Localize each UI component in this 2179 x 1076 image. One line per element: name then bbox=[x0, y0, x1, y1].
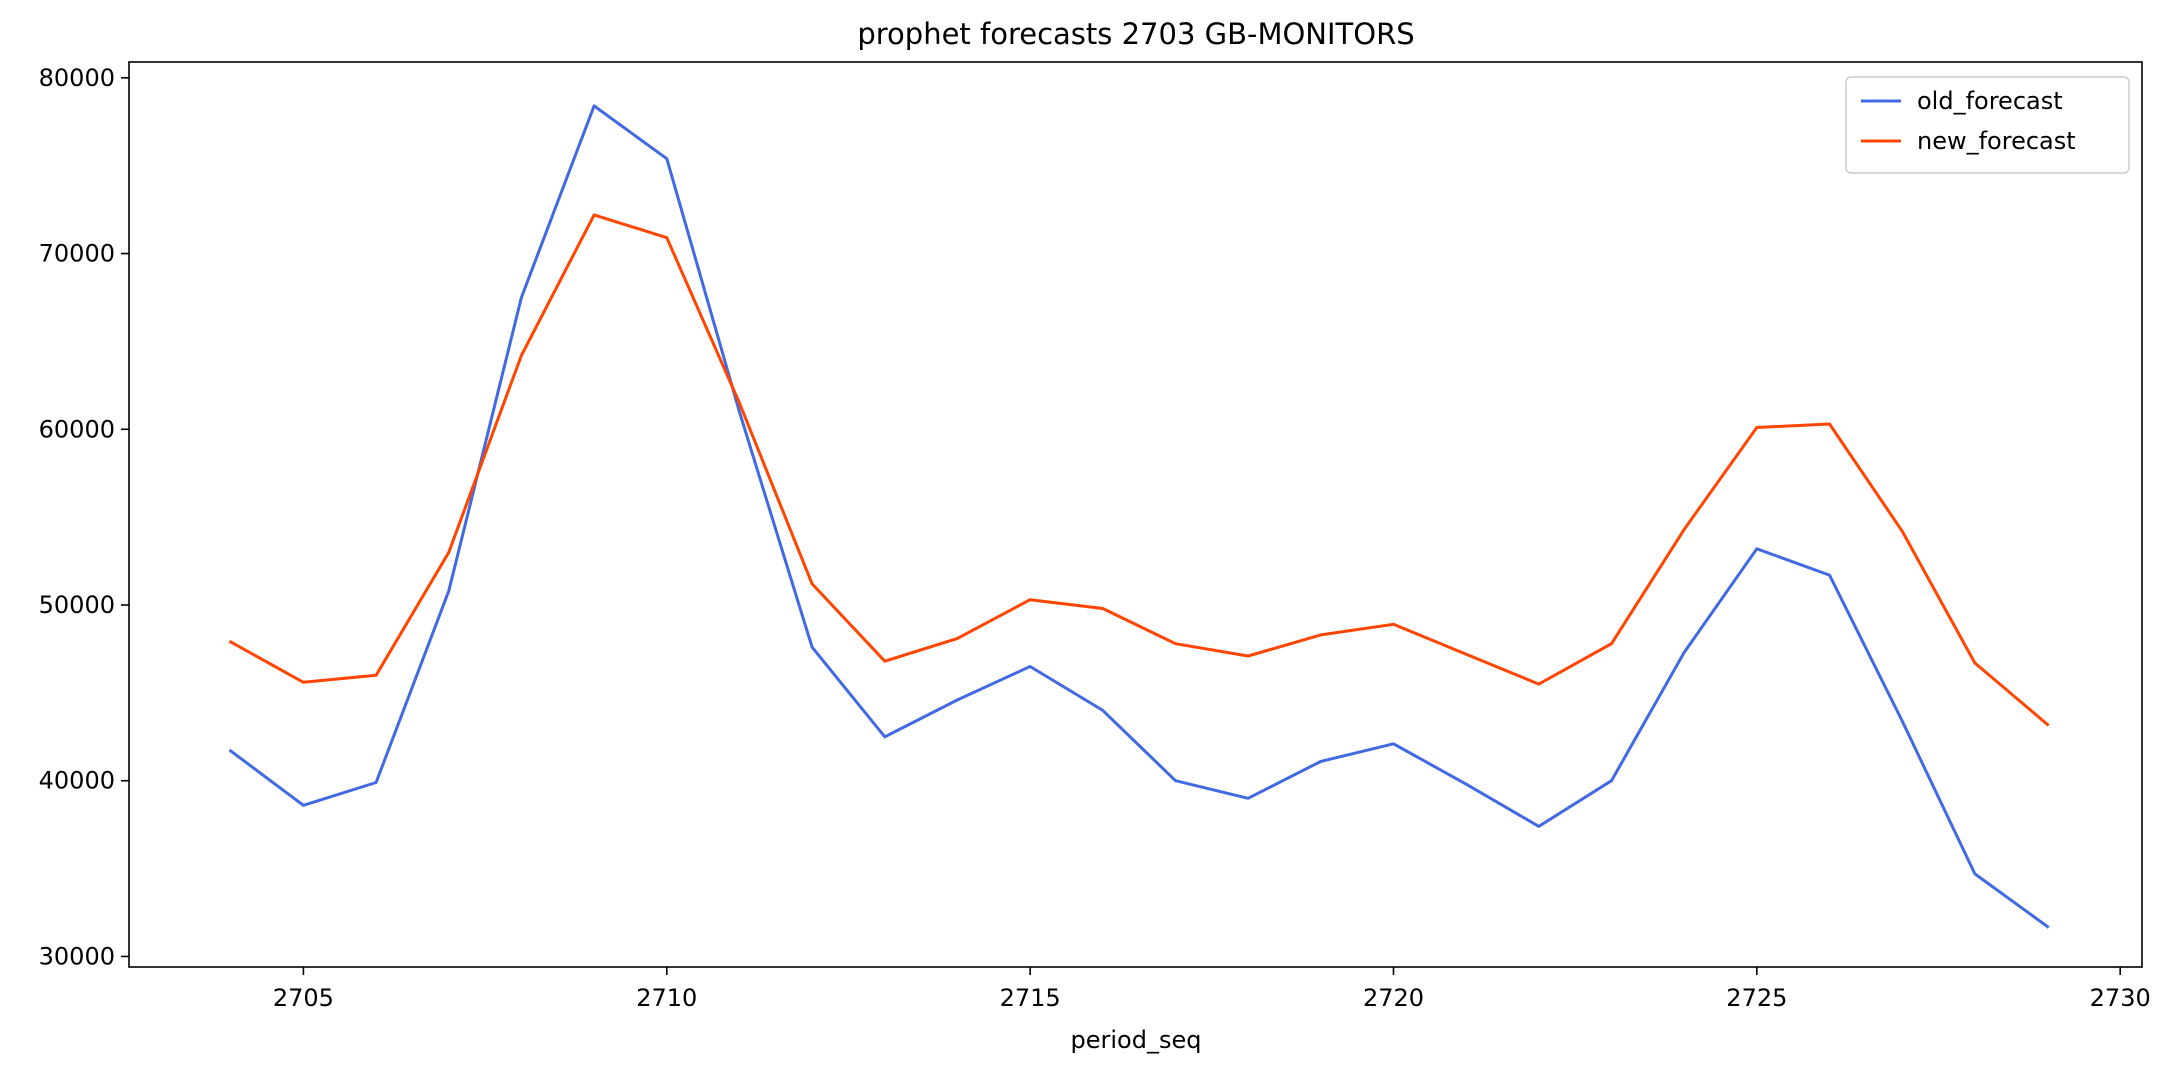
y-tick-label: 60000 bbox=[39, 415, 115, 443]
plot-area-frame bbox=[128, 61, 2143, 968]
legend: old_forecast new_forecast bbox=[1845, 76, 2130, 174]
y-tick-label: 50000 bbox=[39, 591, 115, 619]
legend-label-new_forecast: new_forecast bbox=[1917, 127, 2076, 155]
legend-box bbox=[1845, 76, 2130, 174]
series-layer bbox=[228, 104, 2050, 929]
y-tick-label: 80000 bbox=[39, 64, 115, 92]
y-tick-label: 70000 bbox=[39, 240, 115, 268]
x-tick-label: 2710 bbox=[636, 984, 697, 1012]
series-line-old_forecast bbox=[228, 104, 2050, 929]
y-axis-ticks: 30000 40000 50000 60000 70000 80000 bbox=[39, 64, 129, 970]
x-tick-label: 2715 bbox=[1000, 984, 1061, 1012]
y-tick-label: 30000 bbox=[39, 942, 115, 970]
x-tick-label: 2705 bbox=[273, 984, 334, 1012]
chart-title: prophet forecasts 2703 GB-MONITORS bbox=[857, 17, 1414, 51]
series-line-new_forecast bbox=[228, 213, 2050, 727]
x-axis-label: period_seq bbox=[1071, 1026, 1202, 1054]
legend-label-old_forecast: old_forecast bbox=[1917, 87, 2063, 115]
y-tick-label: 40000 bbox=[39, 767, 115, 795]
x-tick-label: 2730 bbox=[2090, 984, 2151, 1012]
x-tick-label: 2725 bbox=[1726, 984, 1787, 1012]
x-axis-ticks: 2705 2710 2715 2720 2725 2730 bbox=[273, 967, 2151, 1012]
x-tick-label: 2720 bbox=[1363, 984, 1424, 1012]
